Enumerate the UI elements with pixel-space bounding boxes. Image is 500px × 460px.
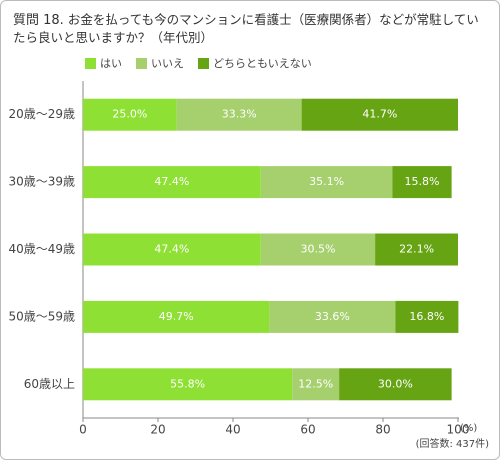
bar-segment <box>83 368 293 401</box>
chart-title: お金を払っても今のマンションに看護士（医療関係者）などが常駐していたら良いと思い… <box>13 12 479 45</box>
x-tick-label: 40 <box>225 423 240 437</box>
value-label: 12.5% <box>298 377 333 390</box>
value-label: 15.8% <box>405 175 440 188</box>
bar-segment <box>260 233 376 266</box>
bar-segment <box>83 233 261 266</box>
value-label: 35.1% <box>309 175 344 188</box>
legend-swatch <box>198 58 209 69</box>
value-label: 22.1% <box>399 243 434 256</box>
value-label: 47.4% <box>154 243 189 256</box>
value-label: 47.4% <box>154 175 189 188</box>
bar-segment <box>260 166 393 199</box>
bar-segment <box>83 166 261 199</box>
bar-segment <box>176 98 302 131</box>
y-tick-label: 30歳〜39歳 <box>8 175 75 189</box>
x-tick-label: 60 <box>300 423 315 437</box>
bar-segment <box>375 233 458 266</box>
bar-segment <box>392 166 452 199</box>
value-label: 33.6% <box>315 310 350 323</box>
x-tick-label: 0 <box>79 423 87 437</box>
legend-swatch <box>85 58 96 69</box>
bar-segment <box>301 98 458 131</box>
y-tick-label: 50歳〜59歳 <box>8 309 75 323</box>
bar-segment <box>292 368 340 401</box>
y-tick-label: 40歳〜49歳 <box>8 242 75 256</box>
question-label: 質問 18. <box>13 13 64 28</box>
bar-segment <box>83 98 177 131</box>
x-tick-label: 100 <box>447 423 470 437</box>
value-label: 49.7% <box>159 310 194 323</box>
note: (回答数: 437件) <box>416 437 490 450</box>
value-label: 55.8% <box>170 377 205 390</box>
y-tick-label: 20歳〜29歳 <box>8 107 75 121</box>
x-tick-label: 20 <box>150 423 165 437</box>
bar-segment <box>395 300 459 333</box>
x-unit: (%) <box>460 423 477 434</box>
title-block: 質問 18. お金を払っても今のマンションに看護士（医療関係者）などが常駐していた… <box>13 11 483 46</box>
value-label: 16.8% <box>409 310 444 323</box>
value-label: 25.0% <box>112 108 147 121</box>
value-label: 30.0% <box>378 377 413 390</box>
legend-label: いいえ <box>151 57 184 70</box>
legend-swatch <box>136 58 147 69</box>
legend-label: どちらともいえない <box>213 57 312 70</box>
value-label: 41.7% <box>362 108 397 121</box>
value-label: 30.5% <box>300 243 335 256</box>
bar-segment <box>83 300 270 333</box>
bar-segment <box>269 300 396 333</box>
value-label: 33.3% <box>222 108 257 121</box>
legend-label: はい <box>100 57 122 70</box>
bar-segment <box>339 368 452 401</box>
x-tick-label: 80 <box>375 423 390 437</box>
y-tick-label: 60歳以上 <box>24 377 75 391</box>
